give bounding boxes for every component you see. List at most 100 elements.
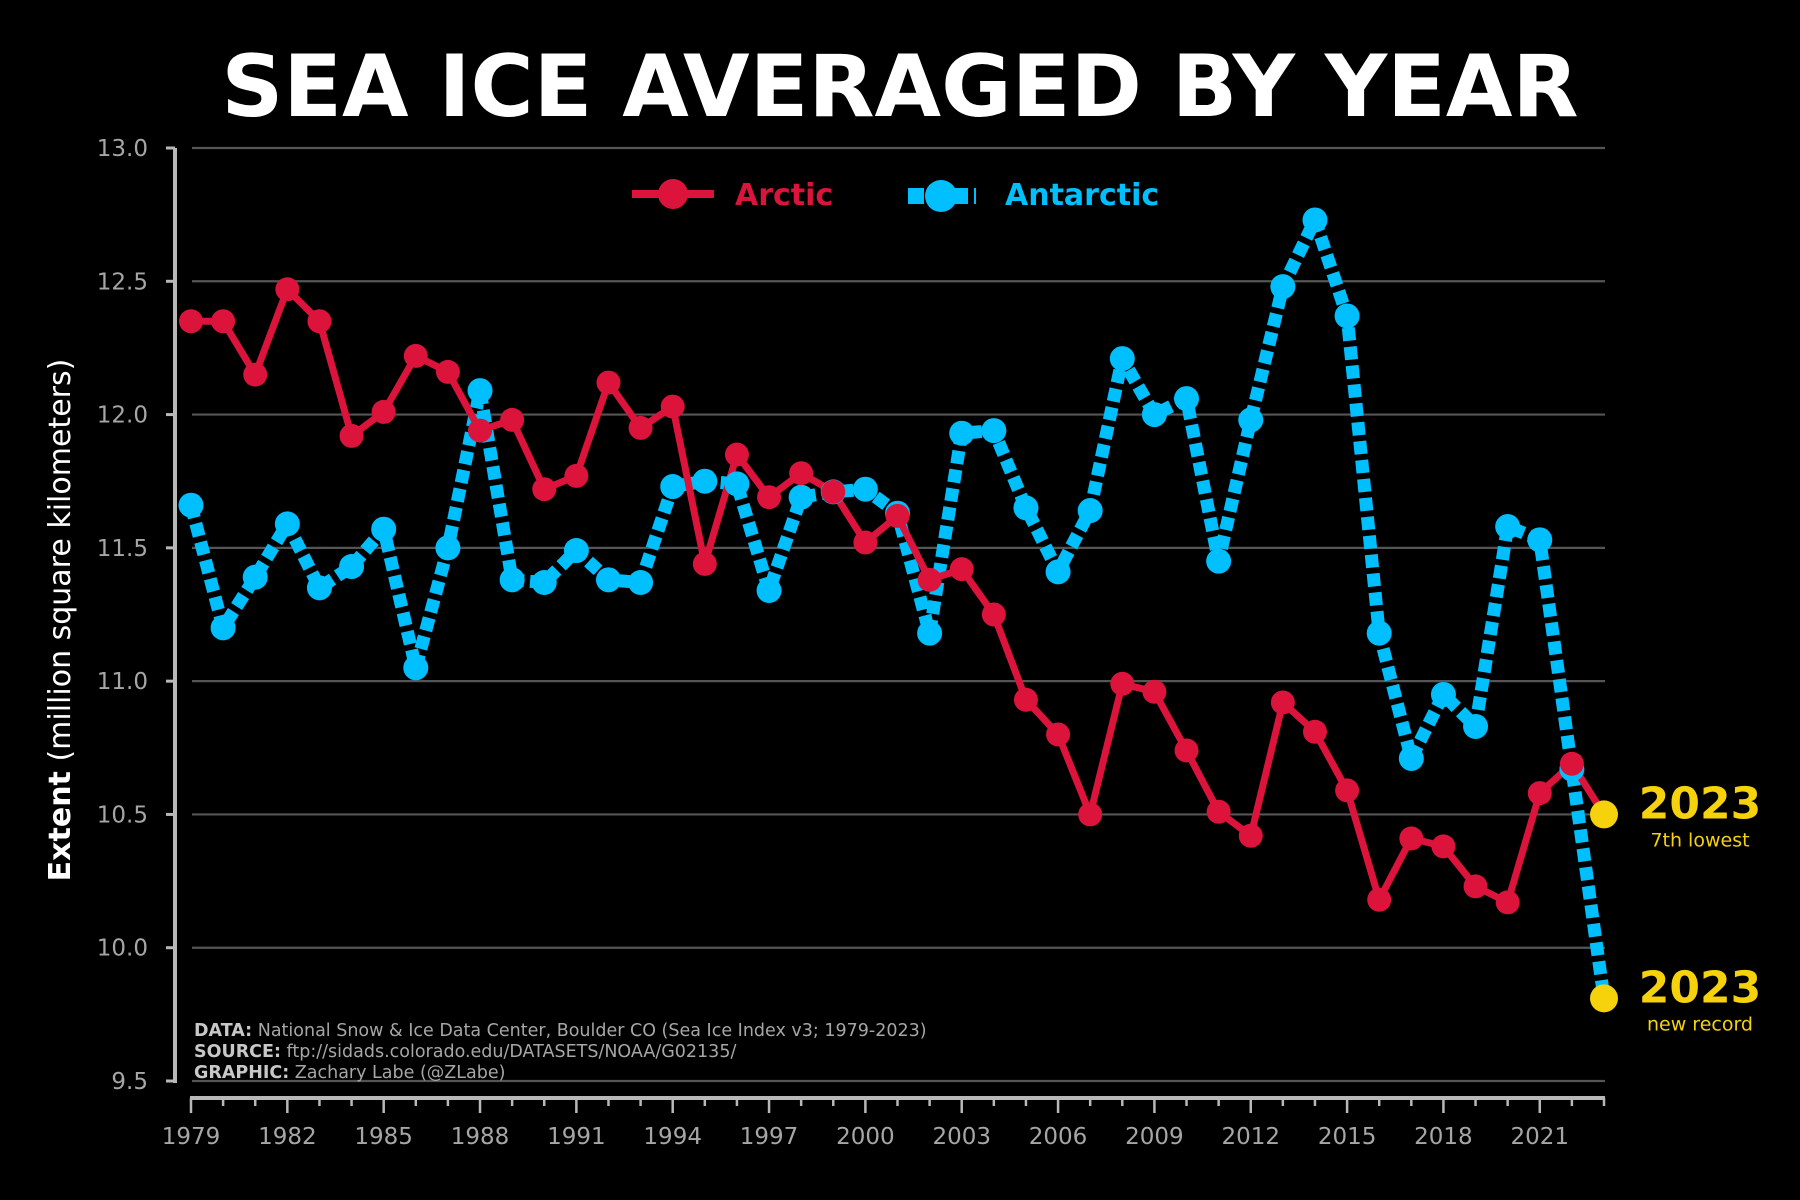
arctic-point (1463, 874, 1488, 899)
gridlines (192, 146, 1605, 1083)
credit-key: SOURCE: (194, 1042, 281, 1062)
arctic-point (1174, 738, 1199, 763)
antarctic-point (274, 511, 300, 537)
antarctic-point (178, 492, 204, 518)
arctic-point (1206, 799, 1231, 824)
y-axis-label-bold: Extent (43, 771, 78, 881)
arctic-point (532, 477, 557, 502)
arctic-point (596, 370, 621, 395)
antarctic-2023-dot (1590, 984, 1618, 1013)
arctic-point (917, 567, 942, 592)
x-tick-label: 2012 (1221, 1124, 1280, 1150)
antarctic-point (531, 570, 557, 596)
antarctic-point (435, 535, 461, 561)
x-tick-label: 1997 (740, 1124, 799, 1150)
antarctic-2023-note: new record (1647, 1013, 1753, 1035)
antarctic-point (1141, 402, 1167, 428)
arctic-point (403, 343, 428, 368)
y-tick-label: 13.0 (97, 136, 148, 162)
y-tick-labels: 9.5 10.0 10.5 11.0 11.5 12.0 12.5 13.0 (97, 136, 148, 1095)
arctic-point (1399, 826, 1424, 851)
credit-line: GRAPHIC: Zachary Labe (@ZLabe) (194, 1063, 505, 1083)
antarctic-point (660, 474, 686, 500)
antarctic-point (403, 655, 429, 681)
arctic-point (1238, 823, 1263, 848)
x-tick-label: 2006 (1029, 1124, 1088, 1150)
x-tick-label: 2003 (932, 1124, 991, 1150)
legend: Arctic Antarctic (632, 178, 1159, 213)
arctic-2023-dot (1590, 800, 1618, 829)
arctic-point (949, 557, 974, 582)
y-axis-label: Extent (million square kilometers) (43, 359, 78, 882)
credit-text: ftp://sidads.colorado.edu/DATASETS/NOAA/… (281, 1042, 736, 1062)
arctic-point (692, 551, 717, 576)
arctic-point (243, 362, 268, 387)
antarctic-point (628, 570, 654, 596)
arctic-point (1110, 671, 1135, 696)
y-tick-label: 10.0 (97, 936, 148, 962)
antarctic-point (1206, 548, 1232, 574)
y-tick-label: 9.5 (111, 1069, 148, 1095)
antarctic-point (1334, 303, 1360, 329)
arctic-point (468, 418, 493, 443)
antarctic-point (210, 615, 236, 641)
x-tick-label: 2009 (1125, 1124, 1184, 1150)
antarctic-point (1527, 527, 1553, 553)
legend-arctic-marker (658, 179, 688, 209)
arctic-point (1559, 751, 1584, 776)
x-tick-label: 1991 (547, 1124, 606, 1150)
x-tick-labels: 1979 1982 1985 1988 1991 1994 1997 2000 2003 2006… (162, 1124, 1569, 1150)
x-tick-label: 2021 (1510, 1124, 1569, 1150)
arctic-point (179, 309, 203, 334)
antarctic-point (1013, 495, 1039, 521)
arctic-point (307, 309, 332, 334)
x-tick-label: 2015 (1318, 1124, 1377, 1150)
arctic-point (1013, 687, 1038, 712)
arctic-point (724, 442, 749, 467)
x-tick-label: 2000 (836, 1124, 895, 1150)
arctic-point (981, 602, 1006, 627)
antarctic-point (1495, 514, 1521, 540)
arctic-point (564, 463, 589, 488)
antarctic-point (1463, 713, 1489, 739)
axes (166, 146, 1606, 1113)
antarctic-point (788, 484, 814, 510)
y-tick-label: 12.0 (97, 403, 148, 429)
antarctic-point (1366, 620, 1392, 646)
arctic-point (660, 394, 685, 419)
arctic-point (1046, 722, 1071, 747)
arctic-2023-note: 7th lowest (1650, 829, 1749, 851)
credit-key: GRAPHIC: (194, 1063, 289, 1083)
arctic-point (1431, 834, 1456, 859)
arctic-point (789, 461, 814, 486)
arctic-point (628, 415, 653, 440)
antarctic-point (1077, 498, 1103, 524)
antarctic-point (1109, 346, 1135, 372)
arctic-point (757, 485, 782, 510)
antarctic-point (1270, 274, 1296, 300)
antarctic-point (595, 567, 621, 593)
credit-line: DATA: National Snow & Ice Data Center, B… (194, 1021, 927, 1041)
chart-title: SEA ICE AVERAGED BY YEAR (221, 37, 1578, 137)
antarctic-point (949, 420, 975, 446)
arctic-point (211, 309, 236, 334)
credits: DATA: National Snow & Ice Data Center, B… (194, 1021, 927, 1083)
x-tick-label: 1988 (451, 1124, 510, 1150)
antarctic-point (371, 516, 397, 542)
arctic-point (1270, 690, 1295, 715)
y-tick-label: 11.0 (97, 669, 148, 695)
credit-text: Zachary Labe (@ZLabe) (289, 1063, 505, 1083)
credit-key: DATA: (194, 1021, 252, 1041)
arctic-2023-year: 2023 (1639, 778, 1761, 829)
legend-antarctic-marker (925, 180, 957, 212)
antarctic-point (1302, 207, 1328, 233)
y-axis-label-rest: (million square kilometers) (43, 359, 78, 771)
antarctic-point (242, 564, 268, 590)
legend-antarctic-label: Antarctic (1005, 178, 1159, 213)
arctic-point (275, 277, 300, 302)
x-tick-label: 1985 (354, 1124, 413, 1150)
antarctic-point (1398, 745, 1424, 771)
antarctic-point (1238, 407, 1264, 433)
